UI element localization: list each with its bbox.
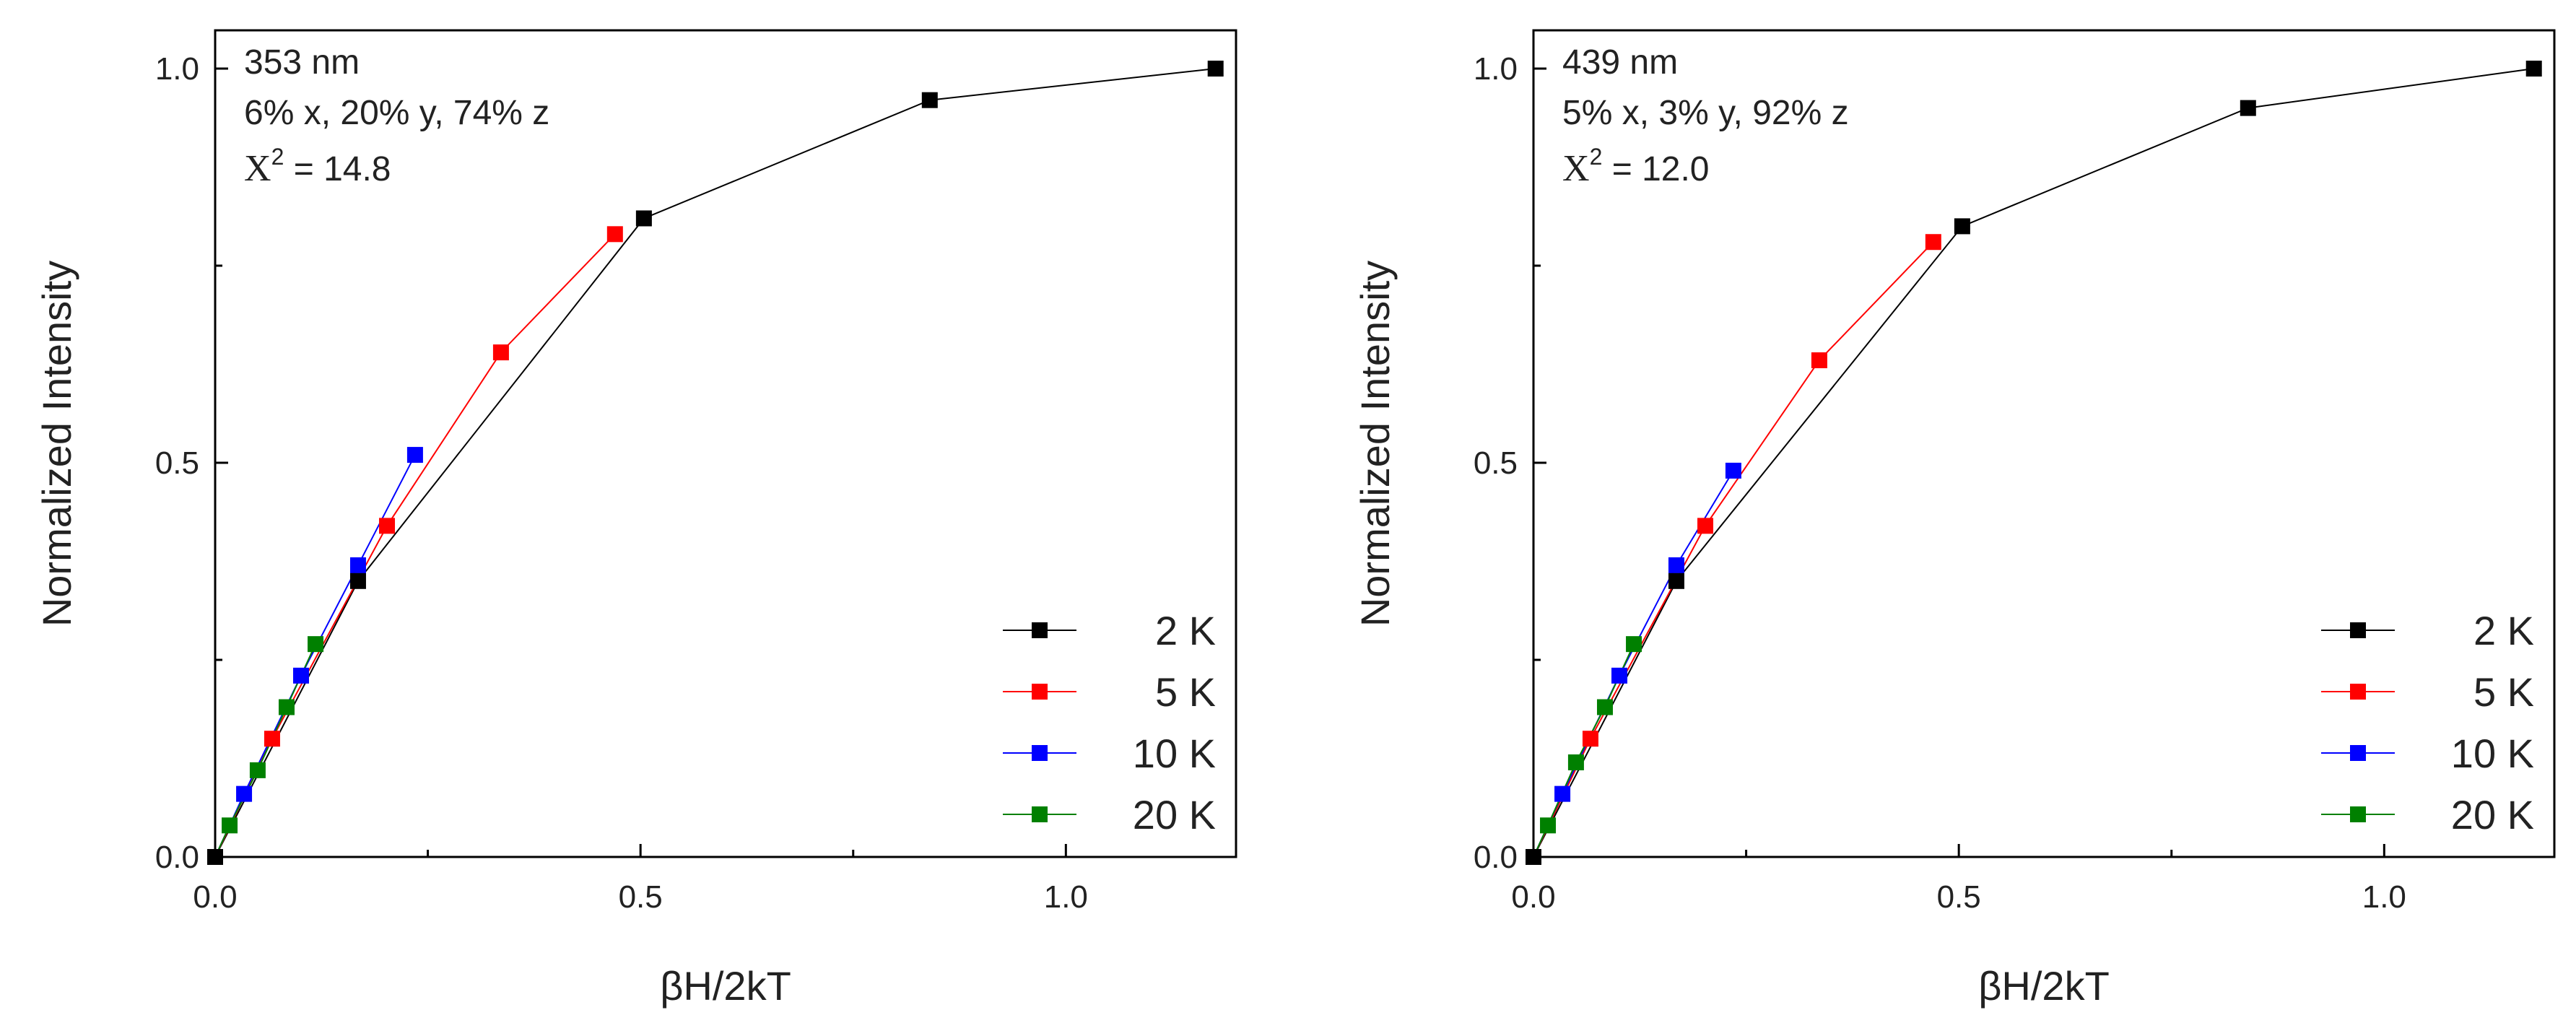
- data-point-2k: [2240, 100, 2256, 116]
- y-tick-label: 1.0: [1474, 51, 1518, 87]
- data-point-2k: [1526, 849, 1541, 865]
- legend-label: 20 K: [1133, 792, 1216, 837]
- legend-marker: [2350, 684, 2366, 700]
- data-point-10k: [293, 667, 310, 684]
- composition-annotation: 6% x, 20% y, 74% z: [244, 94, 549, 132]
- wavelength-annotation: 353 nm: [244, 43, 360, 82]
- data-point-20k: [249, 762, 266, 778]
- legend-marker: [1032, 622, 1048, 638]
- data-point-5k: [1811, 352, 1827, 369]
- legend-marker: [1032, 684, 1048, 700]
- data-point-5k: [379, 518, 396, 534]
- plot-frame: [1532, 29, 2556, 858]
- chi-value: = 14.8: [284, 150, 391, 188]
- left-chart-panel: 0.0 0.5 1.0 0.0 0.5 1.0 βH/2kT Normalized Inten…: [34, 29, 1237, 1009]
- chi-symbol: X: [244, 148, 271, 189]
- data-point-10k: [406, 447, 423, 463]
- legend-marker: [2350, 806, 2366, 822]
- chi-exponent: 2: [1590, 144, 1603, 170]
- data-point-10k: [349, 557, 366, 573]
- data-point-10k: [1725, 462, 1741, 479]
- legend-marker: [1032, 806, 1048, 822]
- y-tick-label: 0.0: [155, 840, 199, 875]
- x-tick-label: 0.0: [193, 879, 237, 915]
- data-point-10k: [1611, 667, 1628, 684]
- legend-label: 10 K: [2451, 731, 2534, 776]
- legend-label: 5 K: [2473, 669, 2534, 715]
- y-tick-label: 0.5: [1474, 445, 1518, 481]
- data-point-20k: [1567, 754, 1584, 770]
- data-point-20k: [1626, 636, 1642, 653]
- data-point-2k: [349, 573, 366, 589]
- chi-squared-annotation: X2 = 12.0: [1562, 144, 1709, 189]
- data-point-20k: [278, 699, 295, 715]
- data-point-20k: [1596, 699, 1613, 715]
- data-point-10k: [1668, 557, 1684, 573]
- chi-symbol: X: [1562, 148, 1590, 189]
- chi-value: = 12.0: [1602, 150, 1709, 188]
- data-point-10k: [1554, 785, 1571, 802]
- x-tick-label: 1.0: [2362, 879, 2406, 915]
- y-axis-title: Normalized Intensity: [34, 261, 79, 627]
- legend-marker: [2350, 622, 2366, 638]
- plot-frame: [214, 29, 1237, 858]
- legend-label: 10 K: [1133, 731, 1216, 776]
- data-point-10k: [236, 785, 253, 802]
- chi-exponent: 2: [271, 144, 284, 170]
- right-chart-panel: 0.0 0.5 1.0 0.0 0.5 1.0 βH/2kT Normalized Inten…: [1352, 29, 2556, 1009]
- x-tick-label: 0.0: [1511, 879, 1555, 915]
- composition-annotation: 5% x, 3% y, 92% z: [1562, 94, 1849, 132]
- data-point-2k: [921, 92, 938, 108]
- legend-label: 20 K: [2451, 792, 2534, 837]
- x-axis-title: βH/2kT: [660, 963, 791, 1009]
- legend-marker: [1032, 745, 1048, 761]
- data-point-5k: [1697, 518, 1714, 534]
- data-point-2k: [207, 849, 223, 865]
- y-axis-title: Normalized Intensity: [1352, 261, 1398, 627]
- data-point-2k: [1207, 61, 1224, 77]
- x-tick-label: 0.5: [1937, 879, 1981, 915]
- legend-label: 2 K: [1155, 608, 1216, 653]
- data-point-2k: [635, 210, 652, 227]
- legend-label: 5 K: [1155, 669, 1216, 715]
- data-point-5k: [1582, 731, 1598, 747]
- data-point-2k: [1954, 218, 1970, 235]
- data-point-5k: [264, 731, 280, 747]
- data-point-2k: [2525, 61, 2542, 77]
- series-line-5k: [1533, 241, 1934, 858]
- data-point-20k: [1540, 817, 1557, 834]
- wavelength-annotation: 439 nm: [1562, 43, 1678, 82]
- y-tick-label: 0.0: [1474, 840, 1518, 875]
- y-tick-label: 1.0: [155, 51, 199, 87]
- data-point-20k: [308, 636, 324, 653]
- data-point-5k: [606, 226, 623, 243]
- legend-marker: [2350, 745, 2366, 761]
- x-axis-title: βH/2kT: [1978, 963, 2110, 1009]
- y-tick-label: 0.5: [155, 445, 199, 481]
- data-point-5k: [492, 344, 509, 361]
- x-tick-label: 0.5: [619, 879, 663, 915]
- chi-squared-annotation: X2 = 14.8: [244, 144, 391, 189]
- data-point-5k: [1925, 234, 1941, 251]
- data-point-20k: [222, 817, 238, 834]
- x-tick-label: 1.0: [1044, 879, 1088, 915]
- series-line-5k: [214, 233, 616, 858]
- data-point-2k: [1668, 573, 1684, 589]
- legend-label: 2 K: [2473, 608, 2534, 653]
